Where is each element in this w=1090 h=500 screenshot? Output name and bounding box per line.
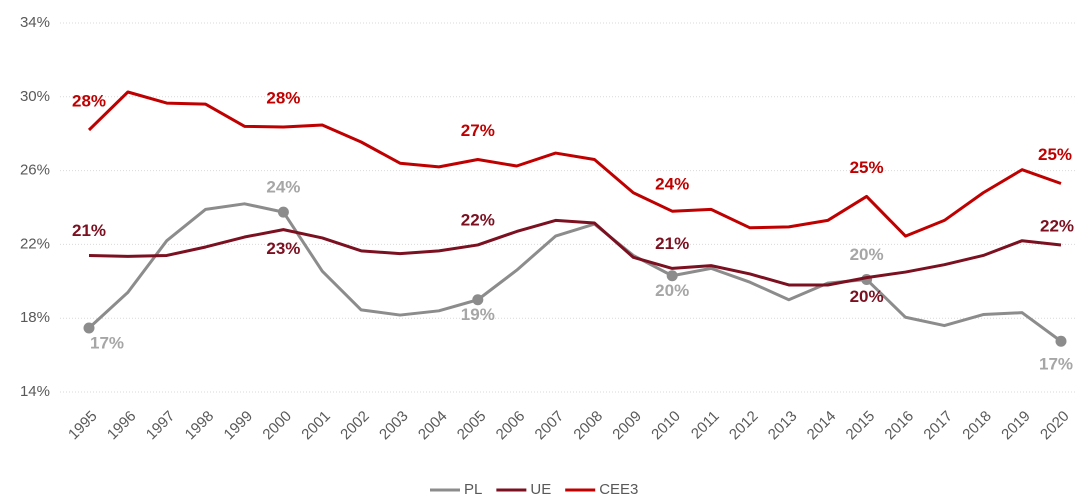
data-label: 20% xyxy=(850,245,884,264)
x-tick-label: 2019 xyxy=(998,408,1034,444)
data-label: 17% xyxy=(1039,355,1073,374)
x-tick-label: 2005 xyxy=(454,408,490,444)
x-tick-label: 1996 xyxy=(104,408,140,444)
y-tick-label: 22% xyxy=(20,235,50,252)
x-tick-label: 2001 xyxy=(298,408,334,444)
x-tick-label: 1998 xyxy=(182,408,218,444)
x-tick-label: 2000 xyxy=(259,408,295,444)
x-tick-label: 2010 xyxy=(648,408,684,444)
x-tick-label: 2009 xyxy=(609,408,645,444)
x-tick-label: 2015 xyxy=(843,408,879,444)
x-tick-label: 2004 xyxy=(415,408,451,444)
legend-label: UE xyxy=(530,481,551,498)
data-label: 25% xyxy=(1038,145,1072,164)
data-label: 25% xyxy=(850,158,884,177)
data-label: 27% xyxy=(461,121,495,140)
x-tick-label: 2018 xyxy=(959,408,995,444)
x-tick-label: 2011 xyxy=(688,408,723,443)
x-tick-label: 1997 xyxy=(143,408,179,444)
series-line xyxy=(88,218,1062,287)
data-label: 21% xyxy=(655,234,689,253)
x-tick-label: 2014 xyxy=(804,408,840,444)
data-label: 22% xyxy=(461,210,495,229)
x-tick-label: 2003 xyxy=(376,408,412,444)
data-label: 19% xyxy=(461,305,495,324)
x-tick-label: 1995 xyxy=(65,408,101,444)
legend-label: CEE3 xyxy=(599,481,638,498)
series-line xyxy=(87,90,1062,238)
data-label: 24% xyxy=(655,175,689,194)
x-tick-label: 2020 xyxy=(1037,408,1073,444)
y-tick-label: 30% xyxy=(20,88,50,105)
x-tick-label: 2008 xyxy=(570,408,606,444)
y-tick-label: 34% xyxy=(20,14,50,31)
data-label: 20% xyxy=(655,281,689,300)
x-tick-label: 2002 xyxy=(337,408,373,444)
y-tick-label: 14% xyxy=(20,383,50,400)
y-tick-label: 18% xyxy=(20,309,50,326)
x-tick-label: 2016 xyxy=(881,408,917,444)
data-label: 28% xyxy=(266,89,300,108)
x-tick-label: 2012 xyxy=(726,408,762,444)
x-tick-label: 1999 xyxy=(221,408,257,444)
series-line xyxy=(87,202,1062,343)
data-label: 28% xyxy=(72,91,106,110)
y-tick-label: 26% xyxy=(20,162,50,179)
x-tick-label: 2017 xyxy=(920,408,956,444)
data-label: 23% xyxy=(266,239,300,258)
data-label: 24% xyxy=(266,178,300,197)
point-marker xyxy=(1055,335,1067,347)
point-marker xyxy=(83,322,95,334)
legend-label: PL xyxy=(464,481,482,498)
data-label: 20% xyxy=(850,287,884,306)
point-marker xyxy=(666,270,678,282)
x-tick-label: 2006 xyxy=(493,408,529,444)
x-tick-label: 2013 xyxy=(765,408,801,444)
x-tick-label: 2007 xyxy=(532,408,568,444)
point-marker xyxy=(277,206,289,218)
point-marker xyxy=(472,294,484,306)
data-label: 22% xyxy=(1040,216,1074,235)
data-label: 17% xyxy=(90,333,124,352)
data-label: 21% xyxy=(72,221,106,240)
